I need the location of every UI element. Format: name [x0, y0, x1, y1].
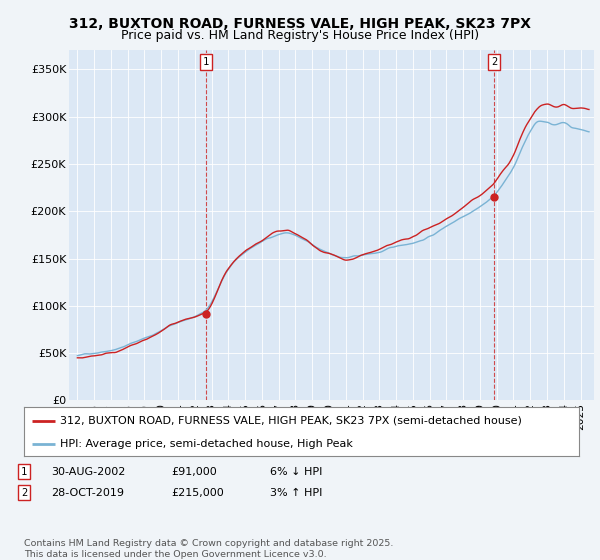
Text: 2: 2 — [21, 488, 27, 498]
Text: £91,000: £91,000 — [171, 466, 217, 477]
Text: 312, BUXTON ROAD, FURNESS VALE, HIGH PEAK, SK23 7PX: 312, BUXTON ROAD, FURNESS VALE, HIGH PEA… — [69, 17, 531, 31]
Text: 30-AUG-2002: 30-AUG-2002 — [51, 466, 125, 477]
Text: 28-OCT-2019: 28-OCT-2019 — [51, 488, 124, 498]
Text: 1: 1 — [21, 466, 27, 477]
Text: 6% ↓ HPI: 6% ↓ HPI — [270, 466, 322, 477]
Text: 312, BUXTON ROAD, FURNESS VALE, HIGH PEAK, SK23 7PX (semi-detached house): 312, BUXTON ROAD, FURNESS VALE, HIGH PEA… — [60, 416, 522, 426]
Text: Price paid vs. HM Land Registry's House Price Index (HPI): Price paid vs. HM Land Registry's House … — [121, 29, 479, 42]
Text: HPI: Average price, semi-detached house, High Peak: HPI: Average price, semi-detached house,… — [60, 439, 353, 449]
Text: £215,000: £215,000 — [171, 488, 224, 498]
Text: 2: 2 — [491, 57, 497, 67]
Text: 1: 1 — [203, 57, 209, 67]
Text: Contains HM Land Registry data © Crown copyright and database right 2025.
This d: Contains HM Land Registry data © Crown c… — [24, 539, 394, 559]
Text: 3% ↑ HPI: 3% ↑ HPI — [270, 488, 322, 498]
